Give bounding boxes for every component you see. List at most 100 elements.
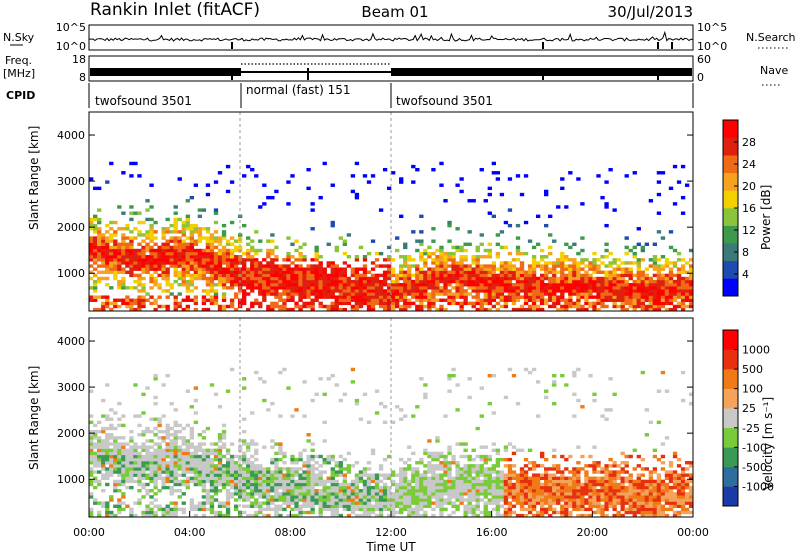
velocity-cell xyxy=(523,482,529,487)
velocity-cell xyxy=(173,451,178,456)
velocity-cell xyxy=(197,473,203,477)
power-cell xyxy=(608,270,613,274)
power-cell xyxy=(209,276,215,281)
power-cell xyxy=(93,267,98,271)
velocity-cell xyxy=(463,473,468,477)
power-cell xyxy=(318,270,323,274)
power-cell xyxy=(640,270,645,274)
power-cell xyxy=(109,286,114,290)
power-cell xyxy=(262,258,267,262)
velocity-cell xyxy=(415,513,420,518)
velocity-cell xyxy=(391,507,396,512)
velocity-cell xyxy=(201,507,207,512)
power-cell xyxy=(278,286,283,290)
power-cell xyxy=(97,307,102,312)
velocity-cell xyxy=(262,489,267,493)
velocity-cell xyxy=(129,473,134,477)
power-cell xyxy=(189,230,194,234)
power-cell xyxy=(527,279,533,284)
power-cell xyxy=(101,258,106,262)
velocity-cell xyxy=(479,470,484,474)
velocity-cell xyxy=(580,513,585,518)
power-cell xyxy=(129,267,134,271)
power-cell xyxy=(101,307,106,312)
velocity-cell xyxy=(503,510,509,515)
power-cell xyxy=(544,264,549,268)
power-cell xyxy=(250,248,255,253)
power-cell xyxy=(511,267,517,271)
power-cell xyxy=(459,276,464,281)
velocity-cell xyxy=(173,439,178,443)
velocity-cell xyxy=(165,461,170,465)
velocity-cell xyxy=(217,457,223,462)
velocity-cell xyxy=(616,510,621,515)
velocity-cell xyxy=(258,482,263,487)
power-cell xyxy=(338,279,343,284)
power-cell xyxy=(161,276,166,281)
velocity-cell xyxy=(137,473,142,477)
velocity-cell xyxy=(407,501,412,505)
power-cell xyxy=(620,273,625,278)
power-cell xyxy=(475,283,480,287)
velocity-cell xyxy=(274,470,279,474)
velocity-cell xyxy=(250,464,255,468)
velocity-cell xyxy=(185,479,190,484)
power-cell xyxy=(209,258,215,262)
power-cell xyxy=(415,307,420,312)
power-cell xyxy=(229,301,235,306)
velocity-cell xyxy=(580,507,585,512)
power-cell xyxy=(149,251,154,256)
power-cell xyxy=(121,258,126,262)
power-cell xyxy=(640,307,645,312)
power-cell xyxy=(423,298,428,302)
velocity-cell xyxy=(189,457,194,462)
velocity-cell xyxy=(306,510,311,515)
power-cell xyxy=(680,301,686,306)
power-cell xyxy=(201,307,207,312)
power-cell xyxy=(407,301,412,306)
power-cell xyxy=(342,270,348,274)
power-cell xyxy=(330,279,335,284)
power-cell xyxy=(286,264,291,268)
velocity-cell xyxy=(463,454,468,459)
power-cell xyxy=(439,267,444,271)
power-cell xyxy=(556,279,561,284)
velocity-cell xyxy=(608,501,613,505)
power-cell xyxy=(608,167,613,172)
power-cell xyxy=(556,283,561,287)
velocity-cell xyxy=(511,373,517,378)
power-cell xyxy=(471,273,476,278)
velocity-cell xyxy=(564,457,569,462)
velocity-cell xyxy=(358,470,364,474)
velocity-cell xyxy=(193,461,199,465)
velocity-cell xyxy=(531,479,537,484)
power-cell xyxy=(535,289,541,293)
power-cell xyxy=(459,258,464,262)
velocity-cell xyxy=(225,495,231,499)
power-cell xyxy=(399,295,404,299)
velocity-cell xyxy=(483,510,488,515)
velocity-cell xyxy=(205,457,211,462)
power-cell xyxy=(338,307,343,312)
power-cell xyxy=(338,270,343,274)
velocity-cell xyxy=(105,414,110,418)
power-cell xyxy=(314,279,319,284)
velocity-cell xyxy=(177,482,182,487)
power-cell xyxy=(246,270,251,274)
power-cell xyxy=(314,245,319,250)
power-cell xyxy=(479,273,484,278)
velocity-cell xyxy=(197,479,203,484)
power-cell xyxy=(149,267,154,271)
power-cell xyxy=(640,298,645,302)
power-cell xyxy=(274,267,279,271)
power-cell xyxy=(342,298,348,302)
velocity-cell xyxy=(523,473,529,477)
power-cell xyxy=(628,267,633,271)
velocity-cell xyxy=(225,389,231,393)
power-cell xyxy=(338,295,343,299)
velocity-cell xyxy=(225,451,231,456)
power-cell xyxy=(556,307,561,312)
velocity-cell xyxy=(185,445,190,449)
power-cell xyxy=(632,304,637,309)
power-cell xyxy=(334,289,339,293)
